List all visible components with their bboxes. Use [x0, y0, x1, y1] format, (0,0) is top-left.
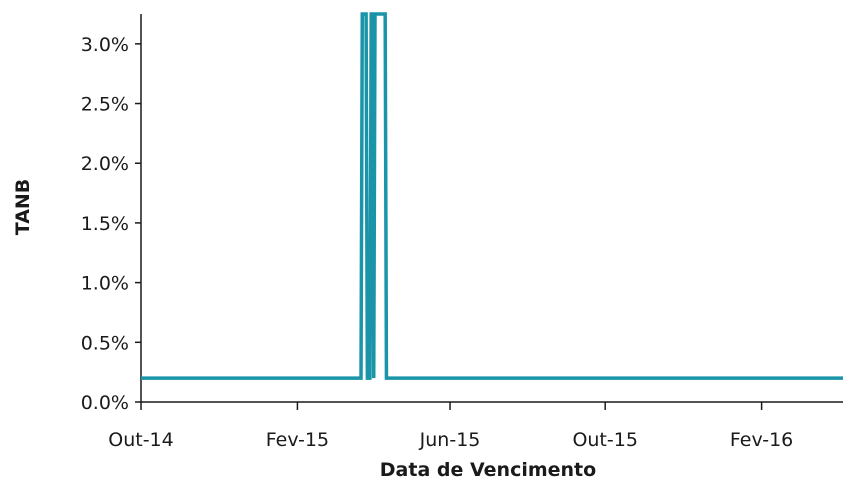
plot-area: 0.0% 0.5% 1.0% 1.5% 2.0% 2.5% 3.0% Out-14 Fev-1…	[81, 12, 843, 451]
y-tick-label: 2.0%	[81, 153, 129, 175]
x-tick-label: Out-14	[108, 429, 173, 451]
y-axis-ticks: 0.0% 0.5% 1.0% 1.5% 2.0% 2.5% 3.0%	[81, 34, 141, 414]
x-tick-label: Jun-15	[419, 429, 481, 451]
series-line	[141, 12, 843, 380]
y-tick-label: 3.0%	[81, 34, 129, 56]
y-tick-label: 0.0%	[81, 392, 129, 414]
series-layer	[141, 12, 843, 380]
x-axis-title: Data de Vencimento	[380, 459, 596, 480]
y-axis-title: TANB	[12, 179, 34, 236]
y-tick-label: 1.0%	[81, 273, 129, 295]
x-axis-ticks: Out-14 Fev-15 Jun-15 Out-15 Fev-16	[108, 402, 793, 451]
y-tick-label: 1.5%	[81, 213, 129, 235]
y-tick-label: 0.5%	[81, 332, 129, 354]
x-tick-label: Fev-15	[266, 429, 329, 451]
y-tick-label: 2.5%	[81, 94, 129, 116]
x-tick-label: Out-15	[572, 429, 637, 451]
x-tick-label: Fev-16	[730, 429, 793, 451]
